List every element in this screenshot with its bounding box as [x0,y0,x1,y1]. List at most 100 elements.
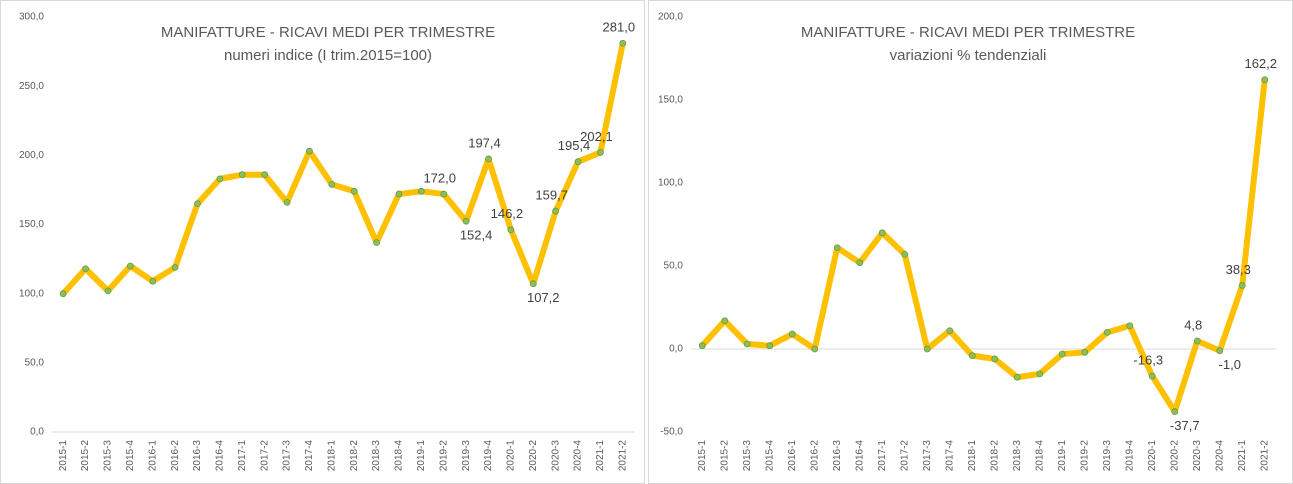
x-tick-label: 2015-2 [719,440,730,472]
y-tick-label: 150,0 [19,219,44,230]
x-tick-label: 2017-3 [922,440,933,472]
data-point [597,149,604,156]
data-point [766,342,774,350]
x-tick-label: 2015-4 [764,440,775,472]
data-point [238,171,246,179]
x-tick-label: 2020-2 [1169,440,1180,472]
chart-subtitle: variazioni % tendenziali [890,47,1047,64]
x-tick-label: 2016-4 [854,440,865,472]
data-point [1036,370,1044,378]
x-tick-label: 2020-1 [506,440,517,472]
data-point [194,200,201,208]
data-point [440,190,448,198]
data-point [1261,76,1269,84]
data-point [395,190,403,198]
data-label: 281,0 [603,20,636,35]
x-tick-label: 2020-1 [1147,440,1158,472]
x-tick-label: 2017-3 [282,440,293,472]
x-tick-label: 2015-2 [80,440,91,472]
data-point [59,290,67,298]
data-point [1171,408,1179,415]
x-tick-label: 2019-4 [1124,440,1135,472]
data-point [1013,373,1021,381]
data-point [126,262,134,270]
y-tick-label: -50,0 [660,427,683,438]
y-tick-label: 300,0 [19,12,44,23]
data-point [373,239,380,246]
data-point [306,147,313,155]
chart-subtitle: numeri indice (I trim.2015=100) [224,47,432,64]
data-label: -37,7 [1170,418,1200,433]
data-point [216,175,224,183]
x-tick-label: 2017-1 [877,440,888,472]
data-point [946,327,954,335]
y-tick-label: 0,0 [30,427,44,438]
chart-title: MANIFATTURE - RICAVI MEDI PER TRIMESTRE [161,24,495,41]
data-label: 38,3 [1226,262,1251,277]
data-label: 4,8 [1184,317,1202,332]
x-tick-label: 2021-1 [595,440,606,472]
data-point [1058,350,1066,358]
x-tick-label: 2021-2 [617,440,628,472]
data-label: -16,3 [1133,352,1163,367]
x-tick-label: 2018-1 [967,440,978,472]
x-tick-label: 2021-2 [1259,440,1270,472]
chart-title: MANIFATTURE - RICAVI MEDI PER TRIMESTRE [801,24,1135,41]
data-point [968,352,976,360]
data-point [833,244,841,252]
x-tick-label: 2016-1 [147,440,158,472]
x-tick-label: 2019-1 [416,440,427,472]
data-label: 195,4 [558,138,591,153]
y-tick-label: 50,0 [25,357,45,368]
data-point [149,277,157,285]
x-tick-label: 2015-1 [58,440,69,472]
data-point [901,250,909,258]
data-point [1081,348,1089,356]
y-tick-label: 200,0 [658,12,683,23]
x-tick-label: 2016-3 [832,440,843,472]
chart-frame [648,0,1293,484]
data-point [507,226,515,234]
x-tick-label: 2019-4 [483,440,494,472]
x-tick-label: 2021-1 [1237,440,1248,472]
x-tick-label: 2020-4 [1214,440,1225,472]
data-point [417,187,425,195]
data-label: 172,0 [423,171,456,186]
data-point [529,280,537,288]
data-point [171,263,179,271]
x-tick-label: 2017-2 [259,440,270,472]
data-point [991,355,999,363]
x-tick-label: 2019-1 [1057,440,1068,472]
x-tick-label: 2019-3 [1102,440,1113,472]
x-tick-label: 2018-4 [394,440,405,472]
data-point [552,207,560,215]
data-label: 146,2 [491,206,524,221]
data-point [923,345,931,353]
y-tick-label: 100,0 [658,178,683,189]
data-point [350,187,358,195]
data-point [856,259,864,267]
x-tick-label: 2020-3 [550,440,561,472]
x-tick-label: 2016-3 [192,440,203,472]
data-point [283,198,291,206]
x-tick-label: 2018-3 [371,440,382,472]
x-tick-label: 2020-2 [528,440,539,472]
x-tick-label: 2017-2 [899,440,910,472]
y-tick-label: 100,0 [19,288,44,299]
data-point [721,317,729,325]
x-tick-label: 2018-4 [1034,440,1045,472]
data-point [1148,372,1156,380]
x-tick-label: 2015-1 [697,440,708,472]
data-point [619,39,627,47]
x-tick-label: 2017-4 [944,440,955,472]
x-tick-label: 2016-2 [170,440,181,472]
series-line [700,79,1268,415]
data-point [574,158,582,166]
data-point [878,229,886,237]
x-tick-label: 2018-3 [1012,440,1023,472]
data-point [1193,337,1201,345]
data-point [328,180,336,188]
x-tick-label: 2018-2 [989,440,1000,472]
x-tick-label: 2018-1 [326,440,337,472]
